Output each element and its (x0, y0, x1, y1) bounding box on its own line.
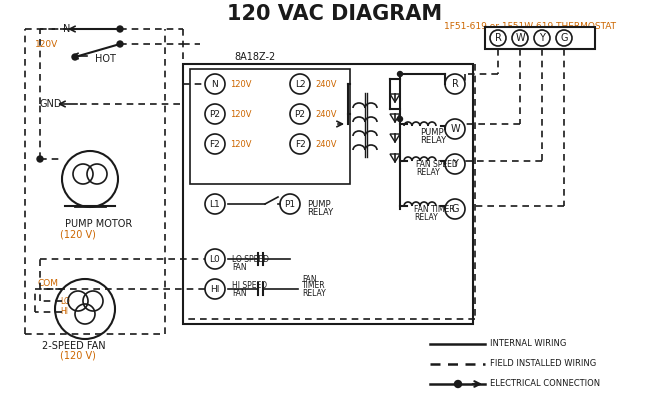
Circle shape (117, 26, 123, 32)
Text: Y: Y (539, 33, 545, 43)
Text: FAN TIMER: FAN TIMER (414, 204, 455, 214)
Text: LO SPEED: LO SPEED (232, 254, 269, 264)
Text: L1: L1 (210, 199, 220, 209)
Text: 120V: 120V (230, 140, 251, 148)
Circle shape (454, 380, 462, 388)
Text: HI: HI (210, 285, 220, 293)
Text: 240V: 240V (315, 140, 336, 148)
Text: PUMP: PUMP (307, 199, 330, 209)
Text: RELAY: RELAY (416, 168, 440, 176)
Text: PUMP MOTOR: PUMP MOTOR (65, 219, 132, 229)
Text: FAN: FAN (302, 274, 317, 284)
Text: P1: P1 (285, 199, 295, 209)
Circle shape (117, 41, 123, 47)
Text: HI: HI (60, 308, 68, 316)
Text: 120 VAC DIAGRAM: 120 VAC DIAGRAM (227, 4, 443, 24)
FancyBboxPatch shape (183, 64, 473, 324)
Text: L2: L2 (295, 80, 306, 88)
Text: TIMER: TIMER (302, 282, 326, 290)
Text: 2-SPEED FAN: 2-SPEED FAN (42, 341, 106, 351)
Text: INTERNAL WIRING: INTERNAL WIRING (490, 339, 566, 349)
Text: HI SPEED: HI SPEED (232, 282, 267, 290)
Circle shape (397, 116, 403, 122)
Text: G: G (452, 204, 459, 214)
Text: F2: F2 (295, 140, 306, 148)
Text: FIELD INSTALLED WIRING: FIELD INSTALLED WIRING (490, 360, 596, 368)
Text: RELAY: RELAY (307, 207, 333, 217)
Text: Y: Y (452, 159, 458, 169)
Text: R: R (452, 79, 458, 89)
Text: L0: L0 (210, 254, 220, 264)
FancyBboxPatch shape (190, 69, 350, 184)
Circle shape (72, 54, 78, 60)
Text: 1F51-619 or 1F51W-619 THERMOSTAT: 1F51-619 or 1F51W-619 THERMOSTAT (444, 21, 616, 31)
Text: GND: GND (40, 99, 62, 109)
Text: RELAY: RELAY (414, 212, 438, 222)
Text: P2: P2 (210, 109, 220, 119)
Text: LO: LO (60, 297, 70, 305)
Text: 240V: 240V (315, 80, 336, 88)
Text: FAN: FAN (232, 290, 247, 298)
Text: FAN: FAN (232, 262, 247, 272)
Text: (120 V): (120 V) (60, 229, 96, 239)
Text: PUMP: PUMP (420, 127, 444, 137)
Text: N: N (63, 24, 70, 34)
FancyBboxPatch shape (485, 27, 595, 49)
Text: W: W (515, 33, 525, 43)
Text: 8A18Z-2: 8A18Z-2 (234, 52, 275, 62)
Text: COM: COM (37, 279, 58, 289)
Text: (120 V): (120 V) (60, 351, 96, 361)
Text: 240V: 240V (315, 109, 336, 119)
Text: N: N (212, 80, 218, 88)
Circle shape (397, 72, 403, 77)
Text: 120V: 120V (35, 39, 58, 49)
Text: ELECTRICAL CONNECTION: ELECTRICAL CONNECTION (490, 380, 600, 388)
Text: G: G (560, 33, 567, 43)
Text: HOT: HOT (95, 54, 116, 64)
Text: 120V: 120V (230, 80, 251, 88)
Text: RELAY: RELAY (420, 135, 446, 145)
Text: R: R (494, 33, 501, 43)
Text: W: W (450, 124, 460, 134)
Text: RELAY: RELAY (302, 289, 326, 297)
Text: FAN SPEED: FAN SPEED (416, 160, 458, 168)
Text: 120V: 120V (230, 109, 251, 119)
Text: P2: P2 (295, 109, 306, 119)
Circle shape (37, 156, 43, 162)
Text: F2: F2 (210, 140, 220, 148)
